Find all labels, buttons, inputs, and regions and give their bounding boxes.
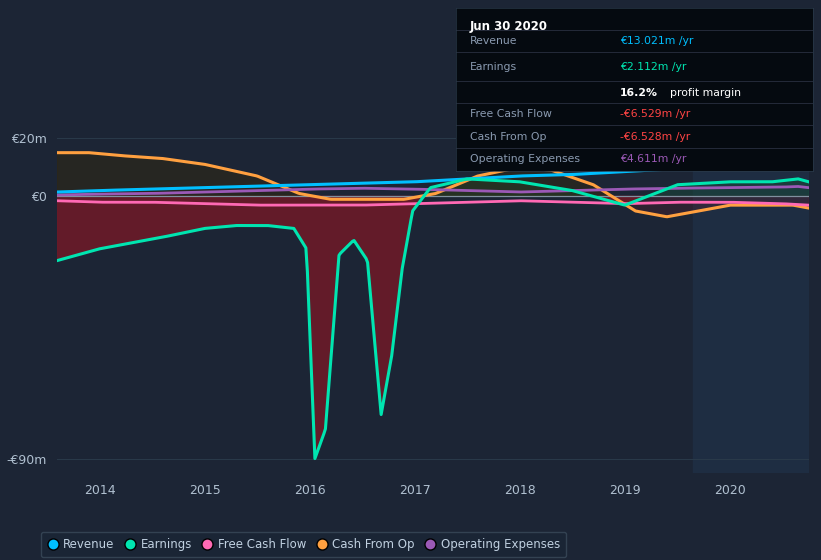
Text: -€6.528m /yr: -€6.528m /yr (620, 132, 690, 142)
Text: profit margin: profit margin (670, 88, 741, 98)
Bar (693, 115, 809, 473)
Legend: Revenue, Earnings, Free Cash Flow, Cash From Op, Operating Expenses: Revenue, Earnings, Free Cash Flow, Cash … (41, 532, 566, 557)
Text: Earnings: Earnings (470, 62, 517, 72)
Text: Cash From Op: Cash From Op (470, 132, 547, 142)
Text: 16.2%: 16.2% (620, 88, 658, 98)
Text: Revenue: Revenue (470, 36, 517, 46)
Text: Operating Expenses: Operating Expenses (470, 155, 580, 165)
Text: -€6.529m /yr: -€6.529m /yr (620, 109, 690, 119)
Text: €2.112m /yr: €2.112m /yr (620, 62, 686, 72)
Text: €13.021m /yr: €13.021m /yr (620, 36, 693, 46)
Text: €4.611m /yr: €4.611m /yr (620, 155, 686, 165)
Text: Free Cash Flow: Free Cash Flow (470, 109, 552, 119)
Text: Jun 30 2020: Jun 30 2020 (470, 20, 548, 33)
